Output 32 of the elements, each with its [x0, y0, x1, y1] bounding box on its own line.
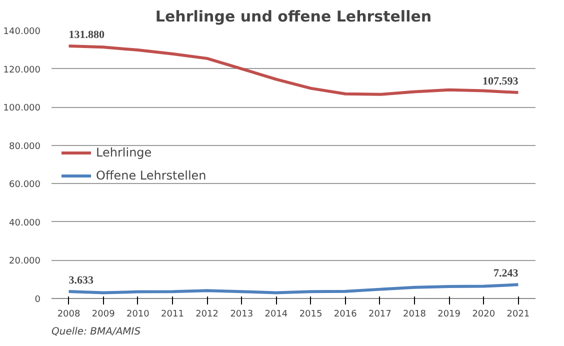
data-label: 131.880: [68, 29, 106, 42]
y-tick-label: 140.000: [3, 27, 41, 37]
x-tick-label: 2011: [161, 310, 184, 320]
legend-label: Offene Lehrstellen: [96, 168, 206, 182]
x-tick-label: 2008: [57, 310, 81, 320]
x-tick-label: 2009: [92, 310, 116, 320]
y-tick-label: 20.000: [9, 256, 41, 267]
data-label: 3.633: [68, 274, 94, 287]
legend-label: Lehrlinge: [96, 146, 152, 160]
y-tick-label: 120.000: [3, 65, 41, 76]
x-tick-label: 2015: [299, 310, 322, 320]
x-tick-label: 2018: [403, 310, 426, 320]
y-tick-label: 100.000: [3, 104, 41, 114]
y-tick-label: 60.000: [9, 180, 41, 190]
x-tick-label: 2020: [472, 310, 496, 320]
chart-title: Lehrlinge und offene Lehrstellen: [155, 8, 432, 26]
x-tick-label: 2012: [196, 310, 219, 320]
x-tick-label: 2017: [368, 310, 392, 320]
x-tick-label: 2016: [334, 310, 358, 320]
y-tick-label: 80.000: [9, 142, 41, 152]
data-label: 107.593: [482, 76, 519, 88]
source-note: Quelle: BMA/AMIS: [52, 326, 142, 338]
y-tick-label: 0: [34, 295, 41, 305]
x-tick-label: 2021: [506, 310, 530, 320]
x-tick-label: 2010: [126, 310, 150, 320]
y-tick-label: 40.000: [9, 218, 41, 228]
data-label: 7.243: [493, 268, 519, 280]
x-tick-label: 2013: [230, 310, 254, 320]
x-tick-label: 2014: [264, 310, 288, 320]
line-series: [67, 44, 520, 96]
x-tick-label: 2019: [438, 310, 461, 320]
line-series: [67, 283, 520, 294]
